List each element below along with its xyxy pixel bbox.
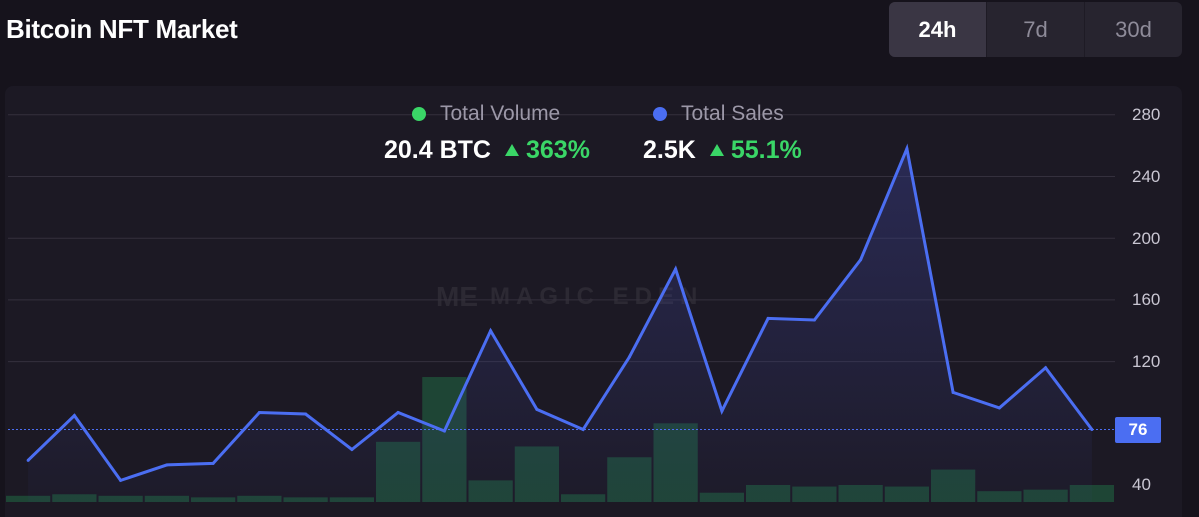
current-value-badge: 76: [1115, 417, 1161, 443]
sales-point: [766, 316, 770, 320]
y-tick-label: 40: [1132, 475, 1151, 494]
volume-value: 20.4 BTC: [384, 136, 491, 164]
sales-value: 2.5K: [643, 136, 696, 164]
y-tick-label: 280: [1132, 105, 1161, 124]
legend-sales-label: Total Sales: [681, 102, 784, 125]
sales-dot-icon: [653, 107, 667, 121]
sales-change: 55.1%: [709, 136, 802, 165]
sales-stat: 2.5K 55.1%: [643, 136, 802, 165]
y-tick-label: 200: [1132, 229, 1161, 248]
sales-change-value: 55.1%: [730, 136, 802, 164]
sales-line: [27, 143, 1094, 483]
sales-point: [26, 458, 30, 462]
sales-point: [211, 461, 215, 465]
sales-point: [905, 147, 909, 151]
sales-point: [257, 411, 261, 415]
sales-point: [489, 329, 493, 333]
y-tick-label: 120: [1132, 352, 1161, 371]
legend-volume-label: Total Volume: [440, 102, 561, 125]
sales-point: [951, 390, 955, 394]
sales-point: [442, 429, 446, 433]
legend-volume: Total Volume: [412, 102, 560, 126]
y-tick-label: 160: [1132, 290, 1161, 309]
magic-eden-logo-icon: ME: [436, 281, 478, 312]
page-title: Bitcoin NFT Market: [6, 14, 238, 44]
up-triangle-icon: [709, 144, 724, 156]
volume-change-value: 363%: [525, 136, 590, 164]
legend-sales: Total Sales: [653, 102, 784, 126]
y-tick-label: 240: [1132, 167, 1161, 186]
sales-point: [1044, 366, 1048, 370]
sales-point: [674, 267, 678, 271]
sales-point: [350, 448, 354, 452]
range-tab-7d[interactable]: 7d: [986, 2, 1084, 57]
volume-change: 363%: [504, 136, 590, 165]
sales-point: [72, 414, 76, 418]
sales-area: [28, 148, 1092, 502]
range-tab-24h[interactable]: 24h: [889, 2, 986, 57]
time-range-selector: 24h 7d 30d: [889, 2, 1182, 57]
up-triangle-icon: [504, 144, 519, 156]
sales-point: [1090, 427, 1094, 431]
sales-point: [535, 407, 539, 411]
sales-point: [119, 478, 123, 482]
sales-point: [304, 412, 308, 416]
volume-dot-icon: [412, 107, 426, 121]
sales-point: [396, 411, 400, 415]
sales-point: [720, 409, 724, 413]
sales-point: [627, 355, 631, 359]
sales-point: [812, 318, 816, 322]
volume-stat: 20.4 BTC 363%: [384, 136, 590, 165]
sales-point: [581, 427, 585, 431]
sales-point: [997, 406, 1001, 410]
range-tab-30d[interactable]: 30d: [1084, 2, 1182, 57]
sales-point: [165, 463, 169, 467]
sales-point: [859, 258, 863, 262]
